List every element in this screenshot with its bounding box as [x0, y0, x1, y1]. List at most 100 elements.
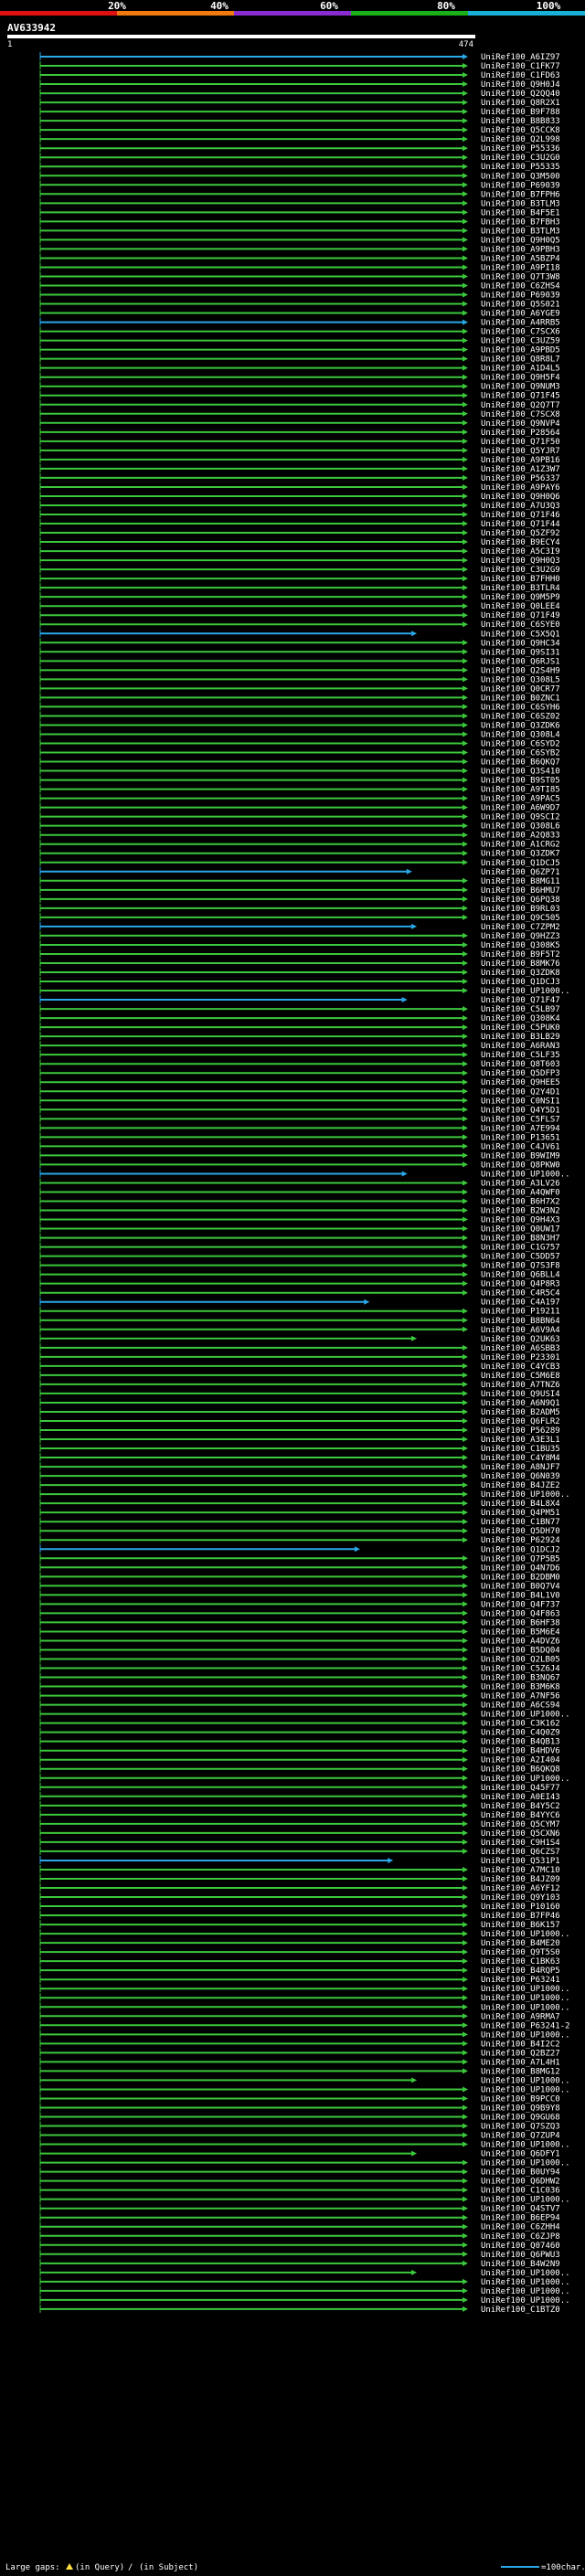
hit-label: UniRef100_A6RAN3: [481, 1042, 560, 1051]
hit-arrowhead: [354, 1546, 360, 1553]
hit-label: UniRef100_Q7SZQ3: [481, 2123, 560, 2132]
hit-arrowhead: [463, 1180, 468, 1186]
hit-arrowhead: [463, 1235, 468, 1241]
hit-arrowhead: [463, 970, 468, 975]
hit-row: UniRef100_B0Q7V4: [39, 1581, 560, 1591]
hit-row: UniRef100_Q2Q7T7: [39, 399, 560, 410]
hit-label: UniRef100_A7U3Q3: [481, 502, 560, 511]
hit-row: UniRef100_Q8PKW0: [39, 1160, 560, 1170]
hit-row: UniRef100_B6H7X2: [39, 1196, 560, 1207]
hit-arrowhead: [463, 1656, 468, 1662]
hit-arrowhead: [463, 1820, 468, 1827]
hit-row: UniRef100_A6N9Q1: [39, 1397, 560, 1408]
hit-arrowhead: [463, 2041, 468, 2047]
hit-label: UniRef100_Q2L998: [481, 135, 560, 144]
hit-arrowhead: [463, 1866, 468, 1872]
hit-row: UniRef100_P28564: [39, 427, 560, 438]
hit-arrowhead: [463, 1134, 468, 1140]
hit-row: UniRef100_C6SYH6: [39, 702, 560, 712]
hit-arrowhead: [463, 1793, 468, 1799]
hit-label: UniRef100_A6SBB3: [481, 1344, 560, 1353]
hit-label: UniRef100_C5PUK0: [481, 1023, 560, 1033]
hit-row: UniRef100_A9PAY6: [39, 482, 560, 493]
hit-arrowhead: [463, 182, 468, 188]
hit-arrowhead: [463, 658, 468, 664]
hit-label: UniRef100_Q3S410: [481, 768, 560, 777]
hit-arrowhead: [463, 2132, 468, 2138]
hit-row: UniRef100_A6RAN3: [39, 1041, 560, 1051]
hit-arrowhead: [463, 2141, 468, 2147]
hit-row: UniRef100_Q5CXN6: [39, 1828, 560, 1839]
hit-label: UniRef100_P69039: [481, 181, 560, 190]
hit-arrowhead: [463, 154, 468, 161]
hit-row: UniRef100_Q3S410: [39, 766, 560, 777]
hit-row: UniRef100_B6QKQ7: [39, 757, 560, 768]
hit-row: UniRef100_Q2QQ40: [39, 89, 560, 99]
hit-row: UniRef100_B2ADM5: [39, 1406, 560, 1417]
hit-label: UniRef100_P23301: [481, 1353, 560, 1362]
hit-label: UniRef100_B7FBH3: [481, 217, 560, 227]
hit-row: UniRef100_A9RMA7: [39, 2011, 560, 2021]
hit-row: UniRef100_Q2Y4D1: [39, 1087, 560, 1097]
hit-row: UniRef100_B9PCC0: [39, 2094, 560, 2104]
hit-label: UniRef100_Q9NVP4: [481, 419, 560, 429]
hit-label: UniRef100_Q9SCI2: [481, 813, 560, 822]
hit-arrowhead: [463, 1417, 468, 1424]
scale-label: 40%: [210, 0, 229, 12]
hit-arrowhead: [463, 521, 468, 527]
hit-row: UniRef100_Q5ZF92: [39, 528, 560, 538]
hit-row: UniRef100_C4R5C4: [39, 1288, 560, 1299]
hit-label: UniRef100_A2I404: [481, 1756, 560, 1765]
hit-row: UniRef100_Q1DCJ5: [39, 857, 560, 868]
hit-label: UniRef100_B7FPH6: [481, 190, 560, 199]
hit-row: UniRef100_C5LB97: [39, 1004, 560, 1014]
hit-row: UniRef100_Q9M5P9: [39, 592, 560, 602]
hit-label: UniRef100_C1BN77: [481, 1518, 560, 1527]
hit-row: UniRef100_Q6PWU3: [39, 2249, 560, 2260]
hit-row: UniRef100_C6SZ02: [39, 711, 560, 721]
hit-row: UniRef100_Q71F47: [39, 995, 560, 1005]
hit-arrowhead: [463, 1583, 468, 1589]
hit-label: UniRef100_Q6FLR2: [481, 1417, 560, 1426]
hit-row: UniRef100_Q5YJR7: [39, 445, 560, 456]
hit-row: UniRef100_B3TLM3: [39, 226, 560, 236]
hit-label: UniRef100_A2Q833: [481, 832, 560, 841]
hit-row: UniRef100_A0EI43: [39, 1791, 560, 1802]
hit-row: UniRef100_A4QWF0: [39, 1187, 560, 1197]
hit-arrowhead: [463, 1116, 468, 1122]
hit-row: UniRef100_Q71F45: [39, 390, 560, 401]
hit-row: UniRef100_Q2LB05: [39, 1654, 560, 1665]
hit-label: UniRef100_Q2Y4D1: [481, 1087, 560, 1097]
hit-label: UniRef100_Q9H0Q5: [481, 236, 560, 245]
hit-label: UniRef100_P10160: [481, 1903, 560, 1912]
hit-row: UniRef100_C5PUK0: [39, 1023, 560, 1033]
hit-row: UniRef100_B6K157: [39, 1920, 560, 1930]
hit-row: UniRef100_B3NQ67: [39, 1672, 560, 1683]
hit-arrowhead: [463, 1446, 468, 1452]
hit-label: UniRef100_Q7P5B5: [481, 1554, 560, 1564]
color-scale-bar: 20% 40% 60% 80% 100%: [0, 0, 585, 16]
hit-row: UniRef100_B4ME20: [39, 1938, 560, 1948]
hit-arrowhead: [463, 1986, 468, 1992]
hit-arrowhead: [463, 200, 468, 207]
hit-arrowhead: [463, 1399, 468, 1405]
hit-arrowhead: [463, 2232, 468, 2239]
hit-label: UniRef100_Q5CXN6: [481, 1829, 560, 1839]
hit-label: UniRef100_Q5DH70: [481, 1527, 560, 1536]
hit-row: UniRef100_Q71F49: [39, 610, 560, 620]
scale-segment: [234, 11, 351, 16]
hit-row: UniRef100_Q9H0Q6: [39, 491, 560, 502]
hit-arrowhead: [463, 438, 468, 444]
hit-label: UniRef100_Q6DHW2: [481, 2178, 560, 2187]
hit-arrowhead: [463, 1244, 468, 1250]
hit-row: UniRef100_C6ZHH4: [39, 2221, 560, 2232]
hit-row: UniRef100_Q9Y103: [39, 1892, 560, 1903]
hit-arrowhead: [463, 758, 468, 765]
hit-arrowhead: [463, 1564, 468, 1571]
hit-row: UniRef100_Q9HEE5: [39, 1077, 560, 1087]
hit-row: UniRef100_UP1000..: [39, 2075, 570, 2085]
hit-label: UniRef100_Q6ZP71: [481, 868, 560, 877]
hit-row: UniRef100_Q6FLR2: [39, 1415, 560, 1426]
hit-arrowhead: [463, 1729, 468, 1735]
hit-row: UniRef100_B7FBH3: [39, 217, 560, 227]
